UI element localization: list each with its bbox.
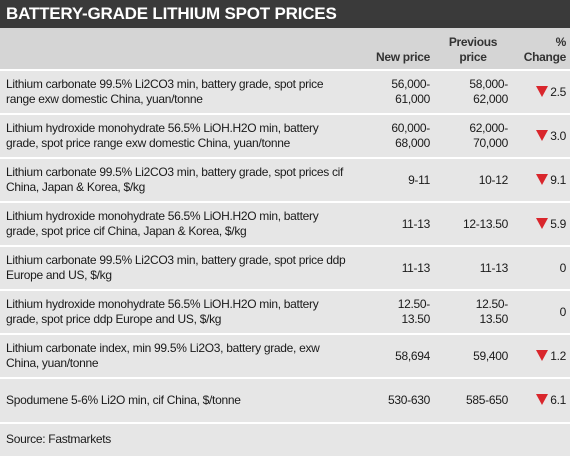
table-row: Lithium hydroxide monohydrate 56.5% LiOH… bbox=[0, 114, 570, 158]
source: Source: Fastmarkets bbox=[0, 422, 570, 456]
header-row: New price Previous price % Change bbox=[0, 28, 570, 70]
change-cell: 0 bbox=[512, 246, 570, 290]
price-cell: 62,000-70,000 bbox=[434, 114, 512, 158]
column-header: Previous price bbox=[434, 28, 512, 70]
price: 530-630 bbox=[388, 393, 430, 407]
price-cell: 58,694 bbox=[352, 334, 434, 378]
price: 11-13 bbox=[401, 260, 431, 275]
down-arrow bbox=[536, 85, 549, 97]
price: 10-12 bbox=[478, 172, 509, 187]
down-arrow bbox=[536, 217, 549, 229]
column-header: % Change bbox=[512, 28, 570, 70]
product-name: Lithium carbonate 99.5% Li2CO3 min, batt… bbox=[6, 253, 346, 282]
price-cell: 60,000-68,000 bbox=[352, 114, 434, 158]
title: BATTERY-GRADE LITHIUM SPOT PRICES bbox=[0, 0, 570, 28]
table-row: Lithium hydroxide monohydrate 56.5% LiOH… bbox=[0, 202, 570, 246]
change-cell: 1.2 bbox=[512, 334, 570, 378]
down-arrow bbox=[536, 349, 549, 361]
table-body: Lithium carbonate 99.5% Li2CO3 min, batt… bbox=[0, 70, 570, 422]
down-arrow bbox=[536, 173, 549, 185]
price-cell: 530-630 bbox=[352, 378, 434, 422]
price-cell: 58,000-62,000 bbox=[434, 70, 512, 114]
price-cell: 11-13 bbox=[434, 246, 512, 290]
price: 58,694 bbox=[395, 348, 430, 363]
price: 12.50-13.50 bbox=[397, 297, 431, 326]
price: 11-13 bbox=[479, 260, 509, 275]
change-cell: 5.9 bbox=[512, 202, 570, 246]
price-cell: 9-11 bbox=[352, 158, 434, 202]
change: 3.0 bbox=[550, 128, 566, 143]
down-arrow bbox=[536, 129, 549, 141]
table-row: Lithium carbonate 99.5% Li2CO3 min, batt… bbox=[0, 158, 570, 202]
price-cell: 585-650 bbox=[434, 378, 512, 422]
table-row: Lithium hydroxide monohydrate 56.5% LiOH… bbox=[0, 290, 570, 334]
change-cell: 9.1 bbox=[512, 158, 570, 202]
price-cell: 56,000-61,000 bbox=[352, 70, 434, 114]
change: 5.9 bbox=[550, 216, 566, 231]
price: 11-13 bbox=[401, 216, 431, 231]
price: 62,000-70,000 bbox=[469, 121, 508, 150]
price: 585-650 bbox=[466, 393, 508, 407]
price: 56,000-61,000 bbox=[391, 77, 430, 106]
price: 60,000-68,000 bbox=[391, 121, 430, 150]
product-name: Lithium hydroxide monohydrate 56.5% LiOH… bbox=[6, 121, 319, 150]
table-row: Lithium carbonate 99.5% Li2CO3 min, batt… bbox=[0, 246, 570, 290]
price-cell: 11-13 bbox=[352, 246, 434, 290]
price-cell: 12.50-13.50 bbox=[352, 290, 434, 334]
change-cell: 0 bbox=[512, 290, 570, 334]
change: 0 bbox=[559, 260, 567, 275]
column-header-text: % Change bbox=[523, 35, 567, 64]
change: 9.1 bbox=[550, 172, 566, 187]
product-name: Lithium carbonate index, min 99.5% Li2O3… bbox=[6, 341, 320, 370]
change: 6.1 bbox=[550, 393, 566, 407]
price-cell: 11-13 bbox=[352, 202, 434, 246]
change: 0 bbox=[559, 304, 567, 319]
price: 9-11 bbox=[408, 172, 430, 187]
product-name: Lithium carbonate 99.5% Li2CO3 min, batt… bbox=[6, 77, 324, 106]
down-arrow bbox=[536, 394, 549, 405]
column-header-text: Previous price bbox=[448, 35, 498, 64]
column-header: New price bbox=[376, 50, 430, 64]
change-cell: 2.5 bbox=[512, 70, 570, 114]
price: 12.50-13.50 bbox=[475, 297, 509, 326]
table-row: Spodumene 5-6% Li2O min, cif China, $/to… bbox=[0, 378, 570, 422]
price: 12-13.50 bbox=[463, 216, 508, 231]
table-row: Lithium carbonate index, min 99.5% Li2O3… bbox=[0, 334, 570, 378]
price-cell: 12.50-13.50 bbox=[434, 290, 512, 334]
change: 1.2 bbox=[550, 348, 566, 363]
price-cell: 59,400 bbox=[434, 334, 512, 378]
product-name: Spodumene 5-6% Li2O min, cif China, $/to… bbox=[6, 393, 241, 407]
product-name: Lithium hydroxide monohydrate 56.5% LiOH… bbox=[6, 297, 319, 326]
change-cell: 6.1 bbox=[512, 378, 570, 422]
change: 2.5 bbox=[550, 84, 566, 99]
product-name: Lithium carbonate 99.5% Li2CO3 min, batt… bbox=[6, 165, 344, 194]
price-cell: 10-12 bbox=[434, 158, 512, 202]
change-cell: 3.0 bbox=[512, 114, 570, 158]
price: 58,000-62,000 bbox=[469, 77, 508, 106]
product-name: Lithium hydroxide monohydrate 56.5% LiOH… bbox=[6, 209, 319, 238]
price-cell: 12-13.50 bbox=[434, 202, 512, 246]
table-row: Lithium carbonate 99.5% Li2CO3 min, batt… bbox=[0, 70, 570, 114]
price-table: New price Previous price % Change Lithiu… bbox=[0, 28, 570, 422]
price: 59,400 bbox=[473, 348, 508, 363]
blank-header bbox=[0, 28, 352, 70]
